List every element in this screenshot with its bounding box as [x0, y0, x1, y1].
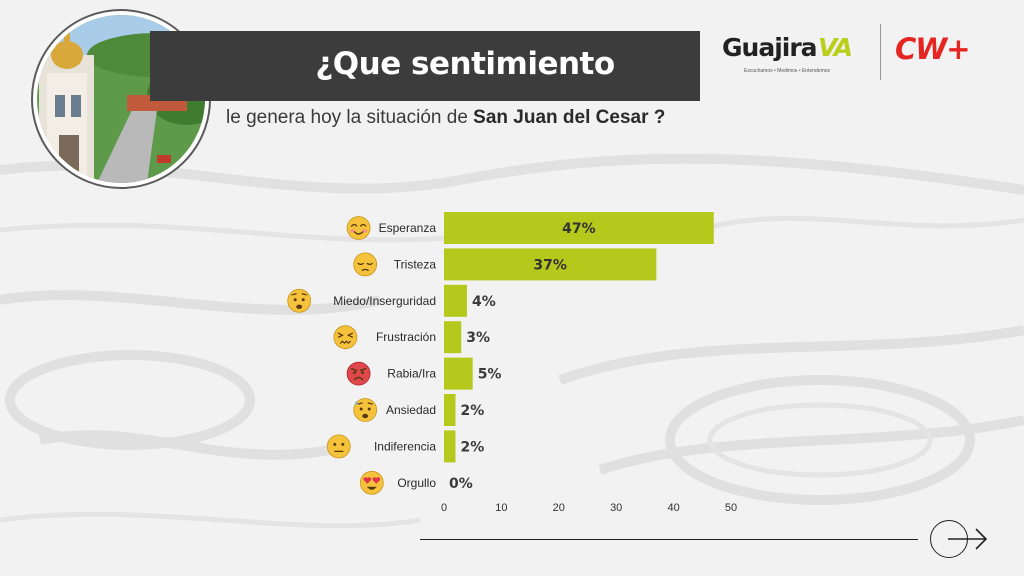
x-tick-label: 0	[441, 502, 447, 514]
bar-1	[444, 212, 714, 244]
category-label: Ansiedad	[386, 403, 436, 417]
category-label: Indiferencia	[374, 439, 436, 453]
data-label: 5%	[478, 367, 502, 383]
footer-line	[420, 539, 918, 540]
pensive-face-icon	[353, 252, 378, 277]
bar-5	[444, 357, 473, 390]
confounded-face-icon	[333, 325, 358, 350]
guajira-va-logo: Guajira VA Escuchamos • Medimos • Entend…	[722, 33, 872, 83]
category-label: Esperanza	[379, 221, 437, 235]
bar-4	[444, 321, 462, 354]
neutral-face-icon	[326, 434, 351, 459]
category-label: Miedo/Inserguridad	[333, 294, 436, 308]
bar-2	[444, 248, 657, 281]
x-tick-label: 40	[667, 502, 679, 514]
worried-face-icon	[287, 288, 312, 313]
angry-face-icon	[346, 361, 371, 386]
subtitle-location: San Juan del Cesar ?	[473, 107, 666, 128]
page-title: ¿Que sentimiento	[315, 46, 615, 82]
bar-6	[444, 394, 456, 426]
x-tick-label: 10	[495, 502, 507, 514]
data-label: 4%	[472, 294, 496, 310]
x-tick-label: 50	[725, 502, 737, 514]
category-label: Rabia/Ira	[387, 367, 436, 381]
subtitle-text: le genera hoy la situación de	[226, 107, 474, 128]
category-label: Tristeza	[394, 257, 437, 271]
cw-plus-logo: CW+	[895, 32, 971, 66]
page-subtitle: le genera hoy la situación de San Juan d…	[226, 107, 706, 129]
bar-7	[444, 430, 456, 463]
data-label: 47%	[562, 221, 596, 237]
bar-3	[444, 284, 467, 317]
data-label: 3%	[466, 330, 490, 346]
anxious-sweat-face-icon	[353, 398, 378, 422]
logo-divider	[880, 24, 881, 80]
category-label: Frustración	[376, 330, 436, 344]
logo-tagline: Escuchamos • Medimos • Entendemos	[744, 68, 831, 74]
logo-guajira-text: Guajira	[722, 33, 818, 62]
x-tick-label: 20	[553, 502, 565, 514]
data-label: 37%	[533, 257, 567, 273]
data-label: 2%	[460, 403, 484, 419]
heart-eyes-face-icon	[359, 470, 384, 495]
logo-va-text: VA	[818, 33, 853, 62]
x-tick-label: 30	[610, 502, 622, 514]
data-label: 2%	[460, 439, 484, 455]
category-label: Orgullo	[397, 476, 436, 490]
data-label: 0%	[449, 476, 473, 492]
arrow-right-icon	[948, 528, 988, 550]
smiling-face-icon	[346, 216, 371, 240]
title-banner	[150, 31, 700, 101]
